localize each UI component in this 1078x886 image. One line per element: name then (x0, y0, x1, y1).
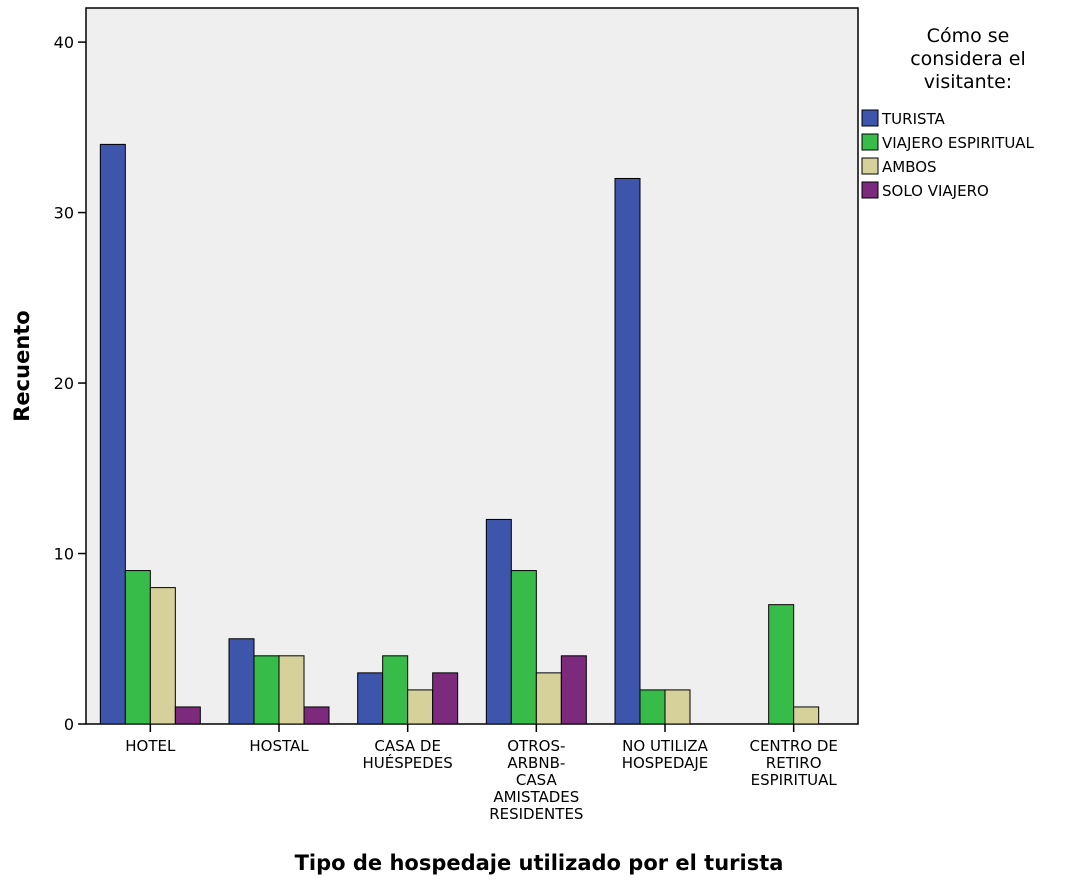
bar-viajero-espiritual (382, 655, 409, 725)
bar-turista (485, 518, 512, 725)
bar-ambos (278, 655, 305, 725)
bar-turista (228, 638, 255, 725)
legend-label: TURISTA (881, 110, 946, 128)
legend-label: AMBOS (882, 158, 937, 176)
bar-viajero-espiritual (253, 655, 280, 725)
y-tick-label: 40 (54, 33, 74, 52)
legend-swatch (861, 157, 879, 175)
bar-ambos (793, 706, 820, 725)
bar-viajero-espiritual (768, 604, 795, 725)
bar-ambos (664, 689, 691, 725)
legend-swatch (861, 109, 879, 127)
bar-ambos (149, 587, 176, 725)
bar-solo-viajero (560, 655, 587, 725)
x-tick-label: OTROS-ARBNB-CASA AMISTADES RESIDENTES (489, 737, 583, 823)
legend-label: VIAJERO ESPIRITUAL (882, 134, 1035, 152)
legend-swatch (861, 181, 879, 199)
bar-viajero-espiritual (124, 570, 151, 725)
legend-swatch (861, 133, 879, 151)
y-tick-label: 10 (54, 545, 74, 564)
bar-turista (357, 672, 384, 725)
x-tick-label: CENTRO DE RETIRO ESPIRITUAL (749, 737, 837, 789)
plot-area (85, 7, 859, 725)
bar-ambos (535, 672, 562, 725)
bar-solo-viajero (303, 706, 330, 725)
legend-label: SOLO VIAJERO (882, 182, 989, 200)
x-tick-label: CASA DE HUÉSPEDES (362, 737, 452, 772)
bar-solo-viajero (432, 672, 459, 725)
legend-title: Cómo se considera el visitante: (910, 25, 1026, 93)
y-tick-label: 20 (54, 374, 74, 393)
y-tick-label: 0 (64, 715, 74, 734)
x-tick-label: HOSTAL (249, 737, 309, 755)
bar-viajero-espiritual (510, 570, 537, 725)
bar-turista (99, 143, 126, 725)
y-axis-title: Recuento (10, 310, 34, 421)
x-tick-label: HOTEL (125, 737, 176, 755)
y-tick-label: 30 (54, 204, 74, 223)
x-tick-label: NO UTILIZA HOSPEDAJE (622, 737, 709, 772)
bar-turista (614, 177, 641, 725)
bar-ambos (407, 689, 434, 725)
bar-viajero-espiritual (639, 689, 666, 725)
bar-solo-viajero (174, 706, 201, 725)
x-axis-title: Tipo de hospedaje utilizado por el turis… (295, 851, 784, 875)
